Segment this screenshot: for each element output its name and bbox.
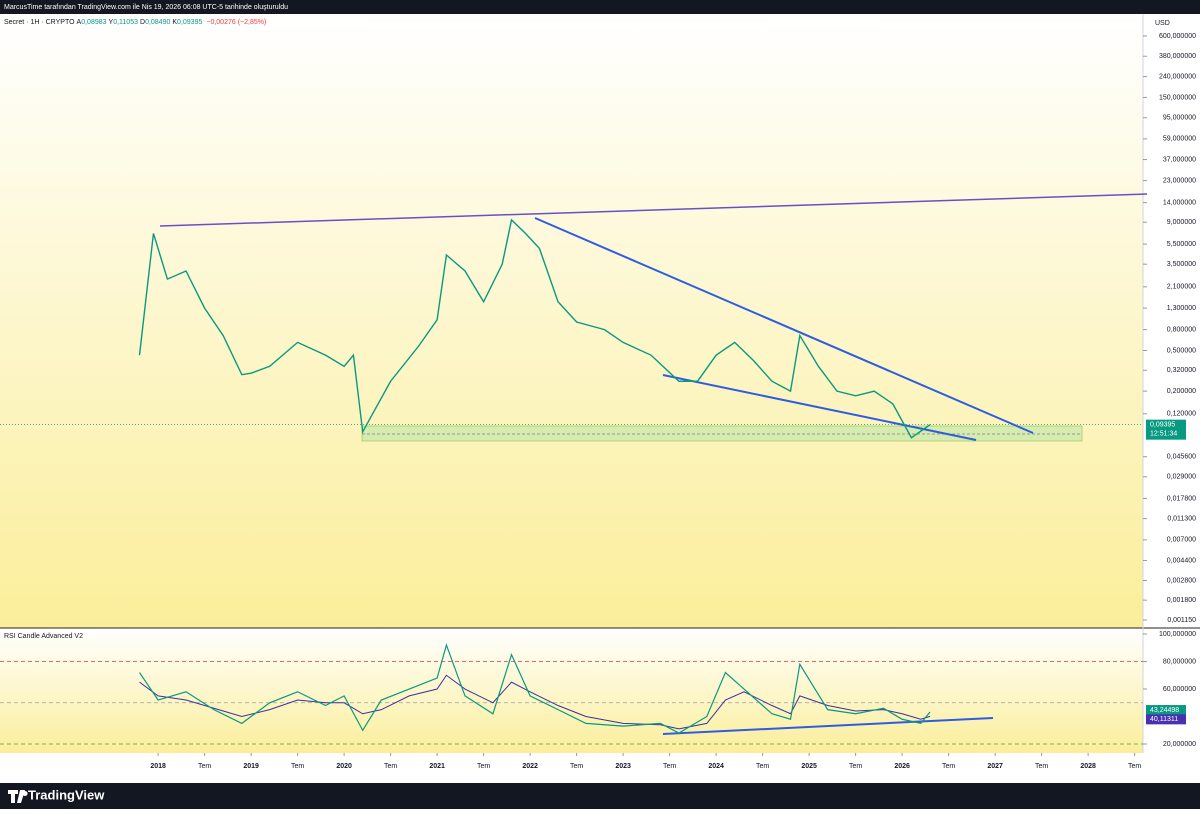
rsi-trendline <box>662 717 994 735</box>
legend-text: 0,08983 <box>81 19 106 26</box>
x-tick-label: 2021 <box>429 763 445 770</box>
x-tick-label: 2020 <box>336 763 352 770</box>
y-tick-label: 23,000000 <box>1163 177 1196 184</box>
x-tick-label: 2018 <box>150 763 166 770</box>
wedge-upper-line <box>534 217 1034 434</box>
y-tick-label: 2,100000 <box>1167 284 1196 291</box>
y-tick-label: 0,045600 <box>1167 454 1196 461</box>
x-tick-label: Tem <box>384 763 397 770</box>
last-price-box <box>1146 419 1186 440</box>
last-value-box <box>1146 714 1186 725</box>
support-zone <box>361 425 1083 442</box>
y-tick-label: 0,800000 <box>1167 326 1196 333</box>
legend-text: Y <box>109 19 114 26</box>
y-tick-label: 0,002800 <box>1167 577 1196 584</box>
legend-text: K <box>172 19 177 26</box>
bottom-bar <box>0 783 1200 809</box>
y-tick-label: 0,029000 <box>1167 474 1196 481</box>
last-value-label: 43,24498 <box>1150 707 1179 714</box>
legend-text: Secret · 1H · CRYPTO <box>4 19 75 26</box>
y-tick-label: 0,017800 <box>1167 495 1196 502</box>
legend-text: −0,00276 (−2,85%) <box>206 19 266 26</box>
y-tick-label: 0,004400 <box>1167 557 1196 564</box>
price-pane <box>0 14 1143 628</box>
x-tick-label: Tem <box>756 763 769 770</box>
x-tick-label: 2019 <box>243 763 259 770</box>
y-tick-label: 0,011300 <box>1167 515 1196 522</box>
data-line <box>139 643 931 734</box>
y-tick-label: 0,500000 <box>1167 347 1196 354</box>
y-tick-label: 5,500000 <box>1167 241 1196 248</box>
y-tick-label: 0,120000 <box>1167 411 1196 418</box>
x-tick-label: 2022 <box>522 763 538 770</box>
y-tick-label: 380,000000 <box>1159 53 1196 60</box>
legend-text: 0,09395 <box>177 19 202 26</box>
x-tick-label: Tem <box>477 763 490 770</box>
x-tick-label: Tem <box>198 763 211 770</box>
x-tick-label: Tem <box>570 763 583 770</box>
rsi-pane <box>0 628 1143 753</box>
x-tick-label: 2025 <box>801 763 817 770</box>
y-tick-label: 1,300000 <box>1167 305 1196 312</box>
y-tick-label: 95,000000 <box>1163 115 1196 122</box>
x-tick-label: 2026 <box>894 763 910 770</box>
x-tick-label: 2023 <box>615 763 631 770</box>
y-tick-label: 60,000000 <box>1163 686 1196 693</box>
y-tick-label: 80,000000 <box>1163 658 1196 665</box>
x-tick-label: Tem <box>1035 763 1048 770</box>
legend-text: 0,08490 <box>145 19 170 26</box>
top-bar <box>0 0 1200 14</box>
data-line <box>139 674 931 730</box>
resistance-trendline <box>159 193 1148 227</box>
x-tick-label: 2028 <box>1080 763 1096 770</box>
x-tick-label: 2024 <box>708 763 724 770</box>
x-tick-label: 2027 <box>987 763 1003 770</box>
x-tick-label: Tem <box>663 763 676 770</box>
y-tick-label: 240,000000 <box>1159 73 1196 80</box>
y-tick-label: 37,000000 <box>1163 156 1196 163</box>
x-tick-label: Tem <box>291 763 304 770</box>
logo <box>8 790 28 803</box>
y-tick-label: 9,000000 <box>1167 219 1196 226</box>
data-line <box>138 218 931 439</box>
y-tick-label: 3,500000 <box>1167 261 1196 268</box>
y-tick-label: 600,000000 <box>1159 33 1196 40</box>
y-tick-label: 0,320000 <box>1167 367 1196 374</box>
y-tick-label: 100,000000 <box>1159 631 1196 638</box>
countdown-label: 12:51:34 <box>1150 430 1177 437</box>
y-tick-label: 150,000000 <box>1159 94 1196 101</box>
last-value-box <box>1146 705 1186 716</box>
attribution: MarcusTime tarafından TradingView.com il… <box>4 4 288 11</box>
last-price-label: 0,09395 <box>1150 421 1175 428</box>
y-tick-label: 0,001800 <box>1167 597 1196 604</box>
last-value-label: 40,11311 <box>1150 716 1178 723</box>
pane-title: RSI Candle Advanced V2 <box>4 633 83 640</box>
time-axis <box>0 753 1200 783</box>
legend-text: 0,11053 <box>113 19 138 26</box>
x-tick-label: Tem <box>1128 763 1141 770</box>
x-tick-label: Tem <box>849 763 862 770</box>
legend-text: A <box>77 19 82 26</box>
y-tick-label: 0,200000 <box>1167 388 1196 395</box>
x-tick-label: Tem <box>942 763 955 770</box>
y-tick-label: 59,000000 <box>1163 136 1196 143</box>
y-tick-label: 14,000000 <box>1163 200 1196 207</box>
y-tick-label: 0,001150 <box>1167 617 1196 624</box>
brand: TradingView <box>28 787 105 802</box>
legend-text: D <box>140 19 145 26</box>
y-tick-label: 0,007000 <box>1167 537 1196 544</box>
y-tick-label: 20,000000 <box>1163 741 1196 748</box>
currency-label: USD <box>1155 20 1170 27</box>
